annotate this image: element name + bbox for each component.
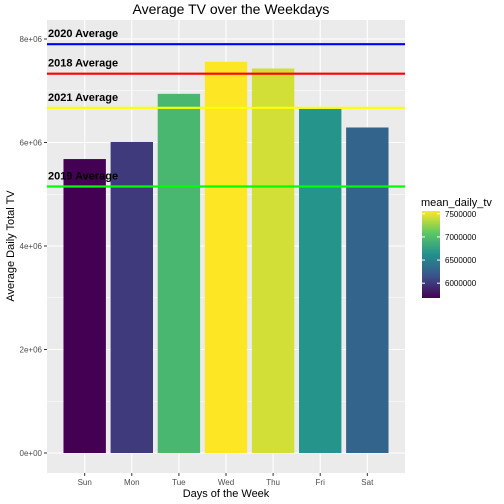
- y-tick-label: 4e+06: [20, 242, 43, 251]
- y-tick-label: 2e+06: [20, 346, 43, 355]
- bar-sun: [63, 159, 106, 453]
- x-tick-label: Sun: [78, 478, 92, 487]
- reference-line-label: 2021 Average: [48, 92, 118, 104]
- x-tick-label: Mon: [124, 478, 140, 487]
- bars: [63, 61, 389, 454]
- chart-title: Average TV over the Weekdays: [133, 1, 330, 17]
- colorbar: [422, 211, 440, 298]
- bar-mon: [110, 141, 153, 454]
- bar-fri: [299, 108, 342, 454]
- reference-line-label: 2018 Average: [48, 58, 118, 70]
- y-axis: 0e+00 2e+06 4e+06 6e+06 8e+06: [20, 35, 47, 458]
- reference-line-label: 2020 Average: [48, 28, 118, 40]
- colorbar-tick-label: 7500000: [445, 210, 477, 219]
- x-axis-label: Days of the Week: [183, 488, 270, 500]
- reference-lines: 2020 Average 2018 Average 2021 Average 2019…: [47, 28, 405, 188]
- bar-sat: [346, 127, 389, 454]
- colorbar-legend: mean_daily_tv 6000000 6500000 7000000 75000…: [421, 197, 492, 298]
- y-tick-label: 8e+06: [20, 35, 43, 44]
- y-tick-label: 0e+00: [20, 449, 43, 458]
- x-tick-label: Wed: [218, 478, 234, 487]
- x-tick-label: Fri: [316, 478, 326, 487]
- x-tick-label: Sat: [361, 478, 374, 487]
- colorbar-tick-label: 7000000: [445, 233, 477, 242]
- legend-title: mean_daily_tv: [421, 197, 492, 209]
- bar-wed: [204, 61, 248, 454]
- x-axis: Sun Mon Tue Wed Thu Fri Sat: [78, 473, 374, 487]
- colorbar-ticks: 6000000 6500000 7000000 7500000: [422, 210, 477, 288]
- reference-line-label: 2019 Average: [48, 170, 118, 182]
- y-tick-label: 6e+06: [20, 139, 43, 148]
- bar-tue: [157, 93, 201, 453]
- x-tick-label: Tue: [172, 478, 186, 487]
- y-axis-label: Average Daily Total TV: [5, 190, 17, 302]
- colorbar-tick-label: 6000000: [445, 279, 477, 288]
- x-tick-label: Thu: [266, 478, 280, 487]
- colorbar-tick-label: 6500000: [445, 256, 477, 265]
- bar-thu: [251, 68, 295, 453]
